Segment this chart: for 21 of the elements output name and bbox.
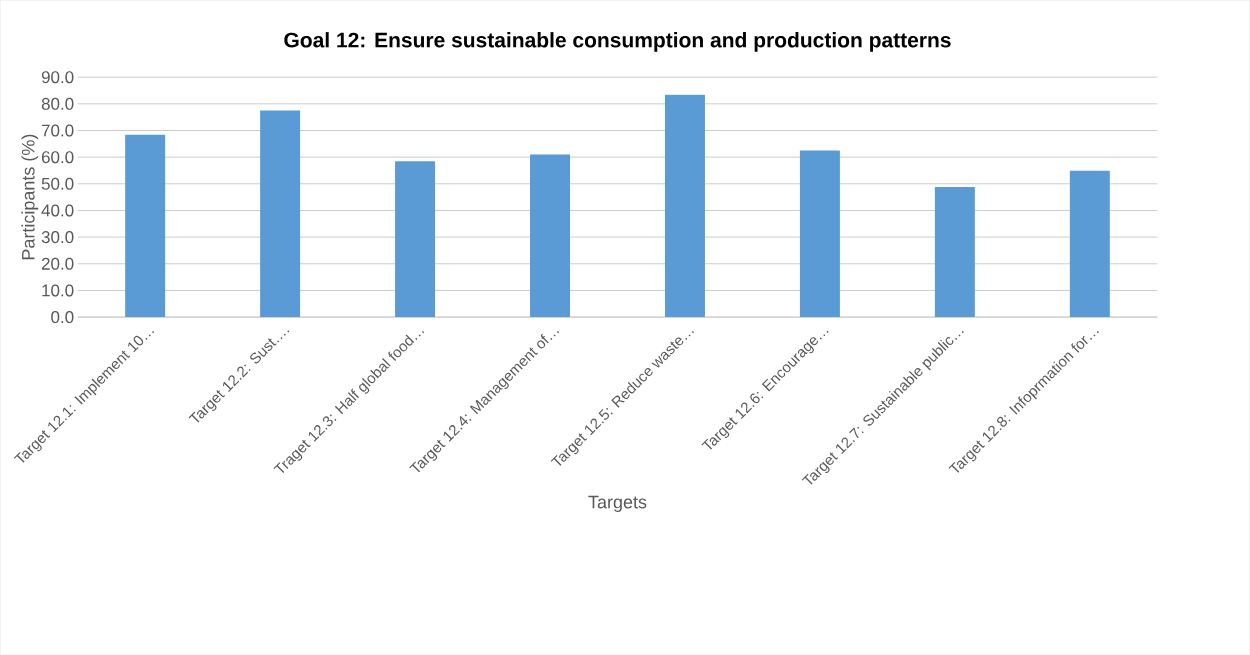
y-tick-label: 20.0 — [41, 257, 74, 270]
bar — [1069, 170, 1110, 317]
y-axis-title: Participants (%) — [21, 134, 39, 260]
y-tick-label: 60.0 — [41, 151, 74, 164]
y-tick-label: 50.0 — [41, 177, 74, 190]
chart-title: Goal 12: Ensure sustainable consumption and production patterns — [284, 31, 951, 52]
y-tick-label: 90.0 — [41, 71, 74, 84]
bar — [125, 134, 166, 317]
bar — [664, 94, 705, 317]
y-tick-label: 70.0 — [41, 124, 74, 137]
y-tick-label: 10.0 — [42, 284, 74, 297]
y-tick-label: 80.0 — [41, 97, 74, 110]
bar — [934, 186, 975, 317]
y-tick-label: 30.0 — [41, 231, 74, 244]
x-axis-title: Targets — [588, 495, 647, 512]
y-tick-label: 40.0 — [41, 204, 74, 217]
bar — [530, 154, 571, 317]
bar — [395, 161, 436, 317]
bar — [799, 150, 840, 317]
y-tick-label: 0.0 — [51, 310, 74, 324]
bar — [260, 110, 301, 317]
